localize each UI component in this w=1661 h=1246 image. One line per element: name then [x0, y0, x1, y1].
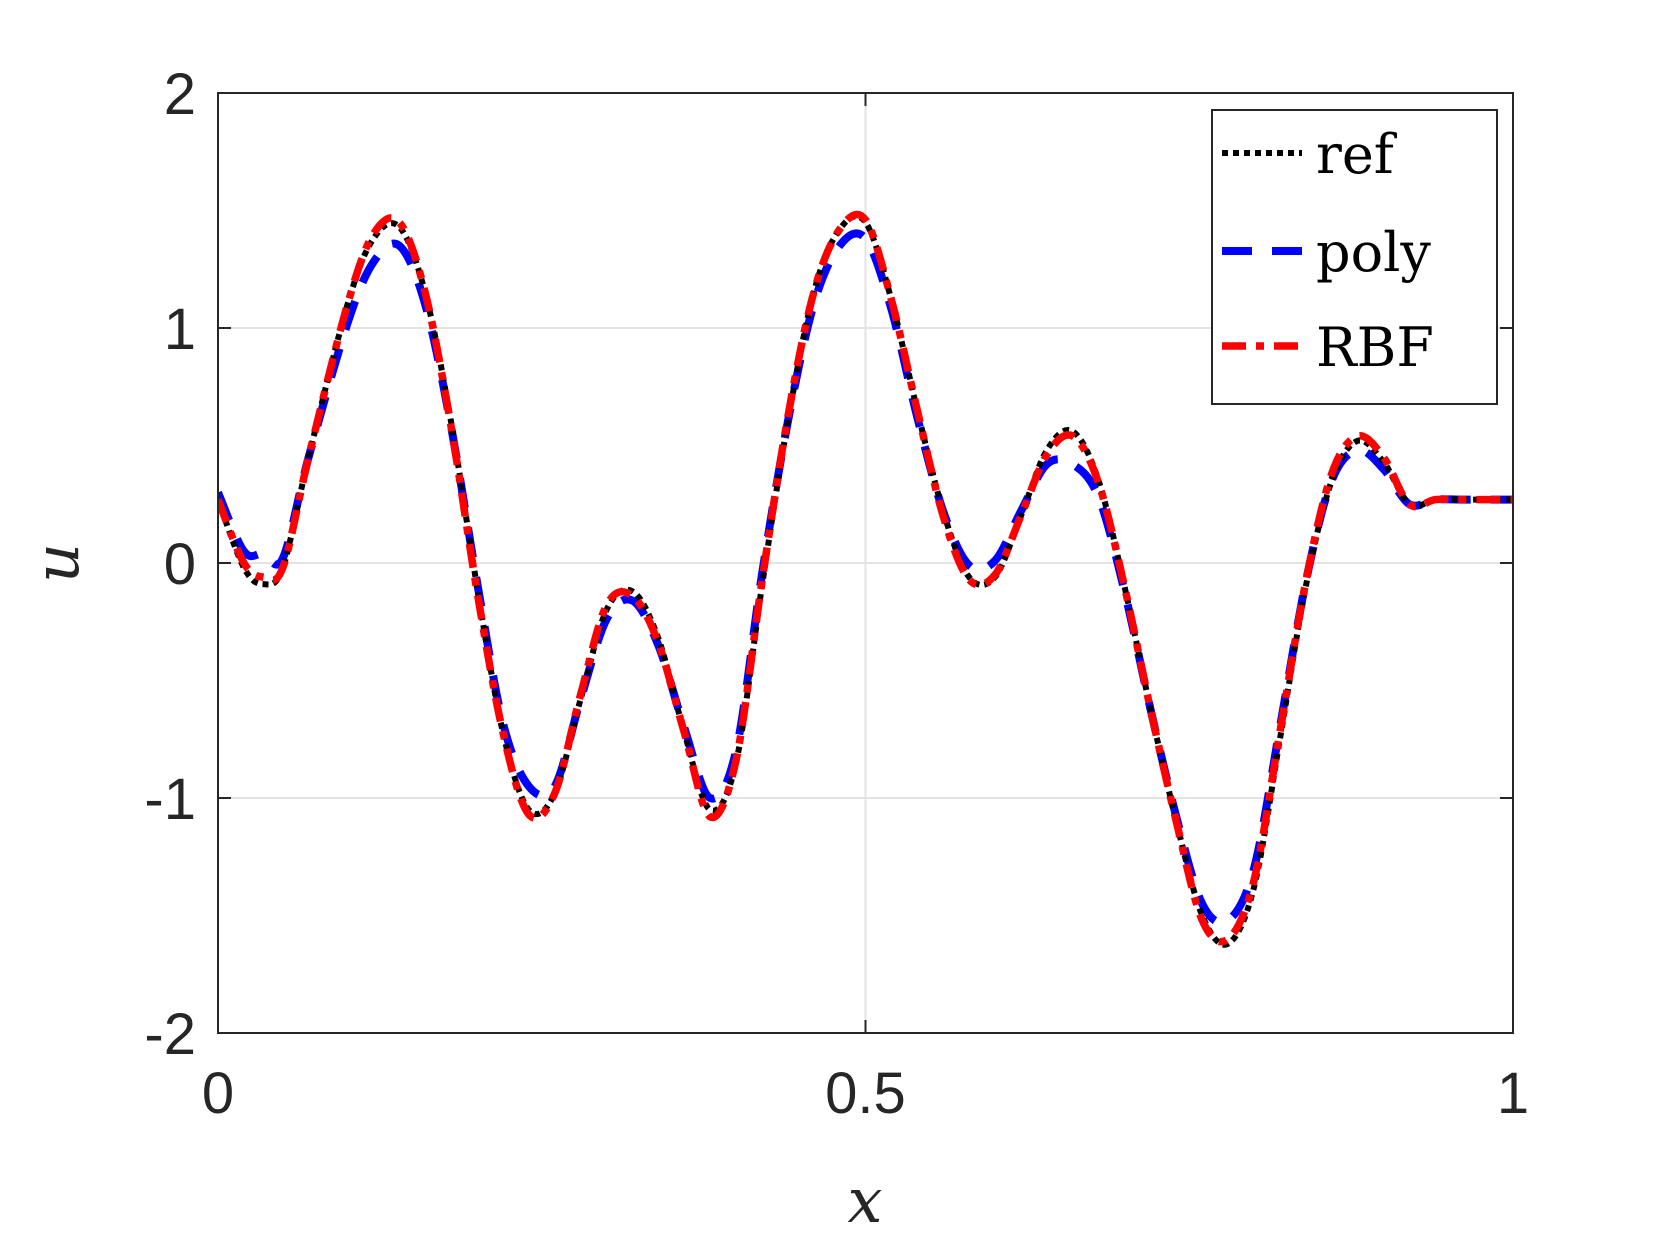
legend-box: [1211, 109, 1498, 405]
y-tick-label: 1: [164, 297, 196, 362]
legend-label-ref: ref: [1316, 123, 1398, 186]
series-line-ref: [218, 213, 1513, 948]
series-line-rbf: [218, 210, 1513, 946]
y-axis-label: u: [20, 543, 93, 583]
series-layer: [218, 210, 1513, 948]
x-tick-label: 1: [1497, 1061, 1529, 1126]
legend-label-rbf: RBF: [1316, 316, 1434, 379]
y-tick-label: 0: [164, 532, 196, 597]
legend: ref poly RBF: [1211, 109, 1498, 405]
y-tick-label: -2: [144, 1002, 196, 1067]
tick-marks: [217, 92, 1514, 1034]
x-tick-label: 0: [202, 1061, 234, 1126]
tick-labels: 0 0.5 1 -2 -1 0 1 2: [144, 62, 1529, 1126]
x-axis-label: x: [848, 1164, 883, 1237]
x-tick-label: 0.5: [825, 1061, 906, 1126]
y-tick-label: 2: [164, 62, 196, 127]
legend-label-poly: poly: [1316, 221, 1431, 284]
y-tick-label: -1: [144, 767, 196, 832]
